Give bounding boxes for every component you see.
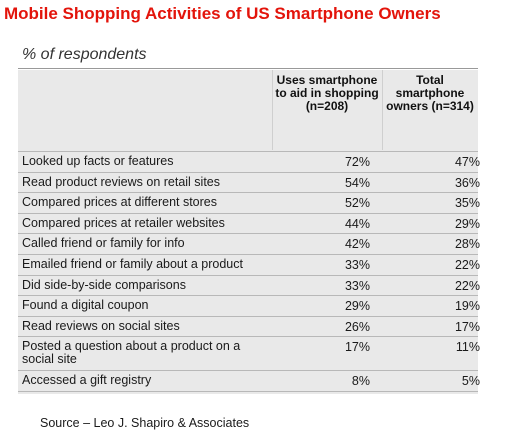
header-divider — [18, 151, 478, 152]
table-row: Found a digital coupon 29% 19% — [18, 296, 480, 317]
value-total-owners: 11% — [455, 340, 480, 355]
table-row: Read reviews on social sites 26% 17% — [18, 317, 480, 338]
row-label: Found a digital coupon — [22, 298, 149, 313]
row-label: Read product reviews on retail sites — [22, 174, 221, 189]
row-divider — [18, 295, 478, 297]
row-label: Compared prices at different stores — [22, 195, 218, 210]
value-shoppers: 17% — [344, 340, 370, 355]
row-label: Read reviews on social sites — [22, 318, 180, 333]
row-divider — [18, 390, 478, 392]
value-shoppers: 44% — [344, 216, 370, 231]
row-label: Looked up facts or features — [22, 154, 174, 168]
source-note: Source – Leo J. Shapiro & Associates — [40, 416, 250, 430]
row-divider — [18, 233, 478, 235]
value-shoppers: 42% — [344, 237, 370, 252]
row-divider — [18, 315, 478, 317]
value-shoppers: 72% — [344, 155, 370, 169]
value-total-owners: 19% — [454, 299, 480, 314]
table-row: Emailed friend or family about a product… — [18, 255, 480, 276]
table-row: Compared prices at different stores 52% 35… — [18, 193, 480, 214]
value-total-owners: 5% — [461, 374, 480, 389]
value-total-owners: 35% — [454, 196, 480, 211]
value-shoppers: 33% — [344, 258, 370, 272]
row-divider — [18, 370, 478, 372]
value-shoppers: 26% — [344, 319, 370, 334]
value-total-owners: 22% — [454, 258, 480, 272]
column-separator — [272, 70, 273, 150]
table-row: Compared prices at retailer websites 44% 2… — [18, 214, 480, 235]
row-label: Did side-by-side comparisons — [22, 277, 186, 292]
column-header-shoppers: Uses smartphone to aid in shopping (n=20… — [275, 73, 379, 113]
top-rule — [18, 68, 478, 69]
row-divider — [18, 212, 478, 214]
row-divider — [18, 336, 478, 338]
table-row: Posted a question about a product on a s… — [18, 337, 480, 372]
value-total-owners: 29% — [454, 216, 480, 231]
value-shoppers: 29% — [344, 299, 370, 314]
row-divider — [18, 171, 478, 173]
row-divider — [18, 253, 478, 255]
table-background — [18, 70, 478, 394]
value-total-owners: 28% — [454, 237, 480, 252]
table-row: Did side-by-side comparisons 33% 22% — [18, 276, 480, 297]
table-row: Looked up facts or features 72% 47% — [18, 152, 480, 173]
table-row: Called friend or family for info 42% 28% — [18, 234, 480, 255]
value-total-owners: 22% — [454, 278, 480, 293]
row-label: Called friend or family for info — [22, 236, 185, 251]
chart-title: Mobile Shopping Activities of US Smartph… — [4, 4, 441, 23]
value-total-owners: 36% — [454, 175, 480, 190]
table-row: Read product reviews on retail sites 54% 3… — [18, 173, 480, 194]
row-label: Emailed friend or family about a product — [22, 257, 243, 271]
value-shoppers: 33% — [344, 278, 370, 293]
value-shoppers: 8% — [351, 374, 370, 389]
row-divider — [18, 192, 478, 194]
row-label: Compared prices at retailer websites — [22, 215, 225, 230]
row-label: Accessed a gift registry — [22, 373, 152, 388]
chart-subtitle: % of respondents — [22, 46, 147, 63]
table-row: Accessed a gift registry 8% 5% — [18, 371, 480, 392]
row-divider — [18, 274, 478, 276]
value-shoppers: 54% — [344, 175, 370, 190]
column-header-total-owners: Total smartphone owners (n=314) — [386, 73, 474, 113]
value-total-owners: 47% — [454, 155, 480, 169]
value-shoppers: 52% — [344, 196, 370, 211]
column-separator — [382, 70, 383, 150]
value-total-owners: 17% — [454, 319, 480, 334]
row-label: Posted a question about a product on a s… — [22, 339, 241, 367]
